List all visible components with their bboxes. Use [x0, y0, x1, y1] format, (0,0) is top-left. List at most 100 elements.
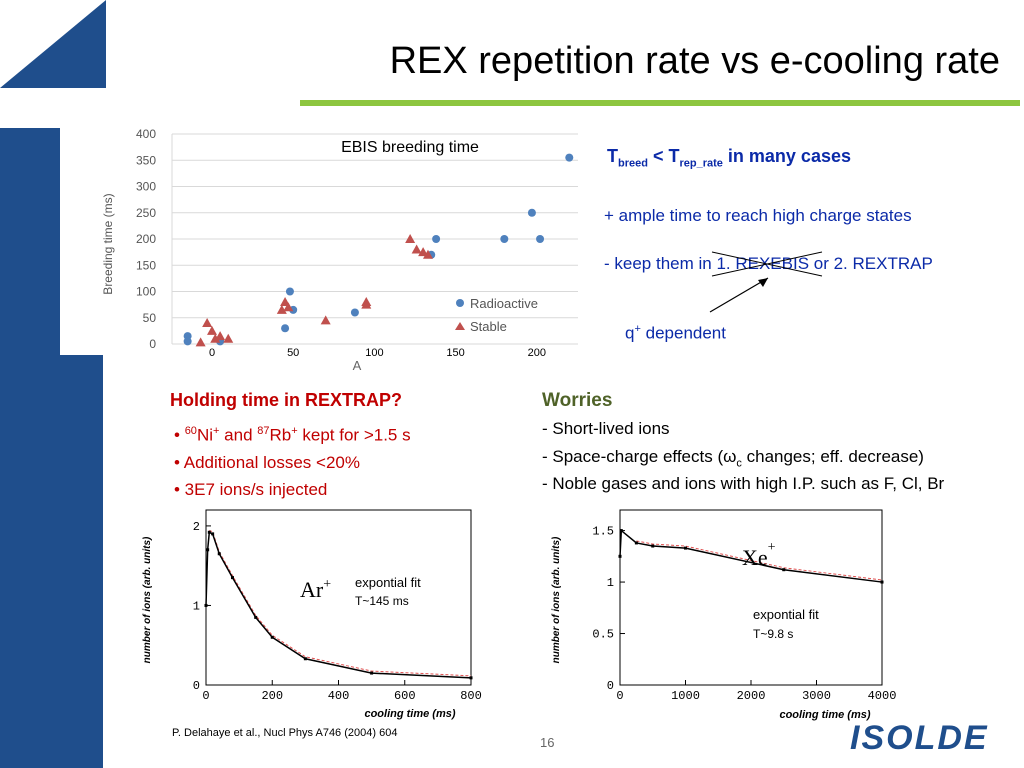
fit-constant: T~9.8 s [753, 627, 793, 641]
data-point [634, 541, 638, 545]
data-point [618, 554, 622, 558]
worries-heading: Worries [542, 390, 613, 411]
chart-title: EBIS breeding time [341, 139, 479, 156]
x-axis-label: cooling time (ms) [779, 709, 870, 721]
x-axis-label: cooling time (ms) [364, 708, 455, 720]
plus-note: + ample time to reach high charge states [604, 206, 912, 225]
isolde-logo-icon: ISOLDE [850, 719, 987, 756]
x-tick-label: 2000 [737, 689, 766, 703]
radioactive-point [527, 208, 536, 217]
y-tick-label: 0.5 [592, 628, 614, 642]
data-point [782, 568, 786, 572]
y-tick-label: 50 [143, 311, 157, 325]
data-point [204, 603, 208, 607]
x-tick-label: 800 [460, 689, 482, 703]
chart-grid [171, 133, 578, 345]
y-tick-label: 150 [136, 258, 156, 272]
and-word: and [219, 425, 258, 445]
rb-mass: 87 [257, 425, 270, 437]
data-point [370, 671, 374, 675]
chart-ticks: 0 1000 2000 3000 4000 0 0.5 1 1.5 [592, 525, 896, 703]
strike-arrow-icon [709, 251, 823, 313]
holding-heading: Holding time in REXTRAP? [170, 390, 402, 410]
data-point [211, 532, 215, 536]
x-tick-label: 0 [616, 689, 623, 703]
x-tick-label: 100 [365, 347, 383, 359]
x-tick-label: 3000 [802, 689, 831, 703]
stable-point [223, 333, 234, 343]
plot-frame [619, 509, 883, 686]
t-symbol: T [607, 146, 618, 166]
data-point [619, 529, 623, 533]
left-accent-bar [0, 128, 60, 768]
legend-radioactive-marker [456, 299, 464, 307]
y-axis-label: Breeding time (ms) [101, 193, 115, 294]
y-axis-label: number of ions (arb. units) [142, 536, 153, 663]
y-tick-label: 1 [607, 576, 614, 590]
x-tick-label: 1000 [671, 689, 700, 703]
radioactive-point [183, 337, 192, 346]
stable-point [422, 249, 433, 259]
legend-stable-marker [455, 322, 465, 330]
data-point [880, 580, 884, 584]
page-number: 16 [540, 735, 555, 750]
stable-point [195, 337, 206, 347]
less-than: < T [647, 146, 680, 166]
stable-point [320, 315, 331, 325]
data-point [206, 548, 210, 552]
y-tick-label: 250 [136, 206, 156, 220]
data-point [684, 546, 687, 550]
x-tick-label: 150 [446, 347, 464, 359]
data-point [254, 615, 258, 619]
radioactive-point [350, 308, 359, 317]
holding-bullet-2: • Additional losses <20% [174, 453, 360, 472]
chart-ticks: 050100150200250300350400050100150200250 [136, 127, 546, 359]
worry-1: - Short-lived ions [542, 419, 670, 438]
x-axis-label: A [353, 358, 362, 373]
omega-sub: c [736, 457, 742, 470]
ion-label: Xe+ [742, 540, 776, 570]
stable-point [207, 325, 217, 335]
ar-cooling-chart: 0 200 400 600 800 0 1 2 Ar+ expontial fit T~145… [142, 509, 482, 720]
stable-point [283, 302, 294, 312]
q-symbol: q [625, 323, 635, 343]
chart-points [204, 530, 473, 680]
breeding-time-chart: 050100150200250300350400050100150200250 … [101, 127, 578, 373]
condition-text: Tbreed < Trep_rate in many cases [607, 146, 851, 170]
stable-point [210, 333, 221, 343]
y-tick-label: 0 [193, 679, 200, 693]
y-tick-label: 1.5 [592, 525, 614, 539]
y-axis-label: number of ions (arb. units) [551, 536, 562, 663]
y-tick-label: 300 [136, 180, 156, 194]
worry-2-start: - Space-charge effects ( [542, 447, 724, 466]
radioactive-point [565, 153, 574, 162]
stable-point [411, 244, 422, 254]
condition-end: in many cases [722, 146, 851, 166]
holding-bullet-3: • 3E7 ions/s injected [174, 480, 328, 499]
page-title: REX repetition rate vs e-cooling rate [389, 40, 1000, 82]
kept-text: kept for >1.5 s [297, 425, 411, 445]
worry-2-end: changes; eff. decrease) [741, 447, 924, 466]
stable-point [202, 318, 213, 327]
fit-constant: T~145 ms [355, 594, 409, 608]
y-tick-label: 0 [149, 337, 156, 351]
y-tick-label: 100 [136, 285, 156, 299]
chart-points [183, 153, 574, 347]
q-sup: + [634, 323, 641, 335]
bullet: • [174, 425, 180, 445]
worry-3: - Noble gases and ions with high I.P. su… [542, 474, 945, 493]
rb-symbol: Rb [269, 425, 292, 445]
ni-charge: + [213, 425, 220, 437]
data-point [217, 552, 221, 556]
omega-symbol: ω [723, 447, 737, 466]
stable-point [276, 304, 287, 314]
x-tick-label: 50 [287, 347, 299, 359]
data-point [651, 544, 655, 548]
data-point [270, 635, 274, 639]
radioactive-point [285, 287, 294, 296]
q-end: dependent [640, 323, 726, 343]
y-tick-label: 2 [193, 520, 200, 534]
data-point [469, 676, 473, 680]
stable-point [405, 234, 416, 243]
ion-label: Ar+ [300, 577, 331, 602]
